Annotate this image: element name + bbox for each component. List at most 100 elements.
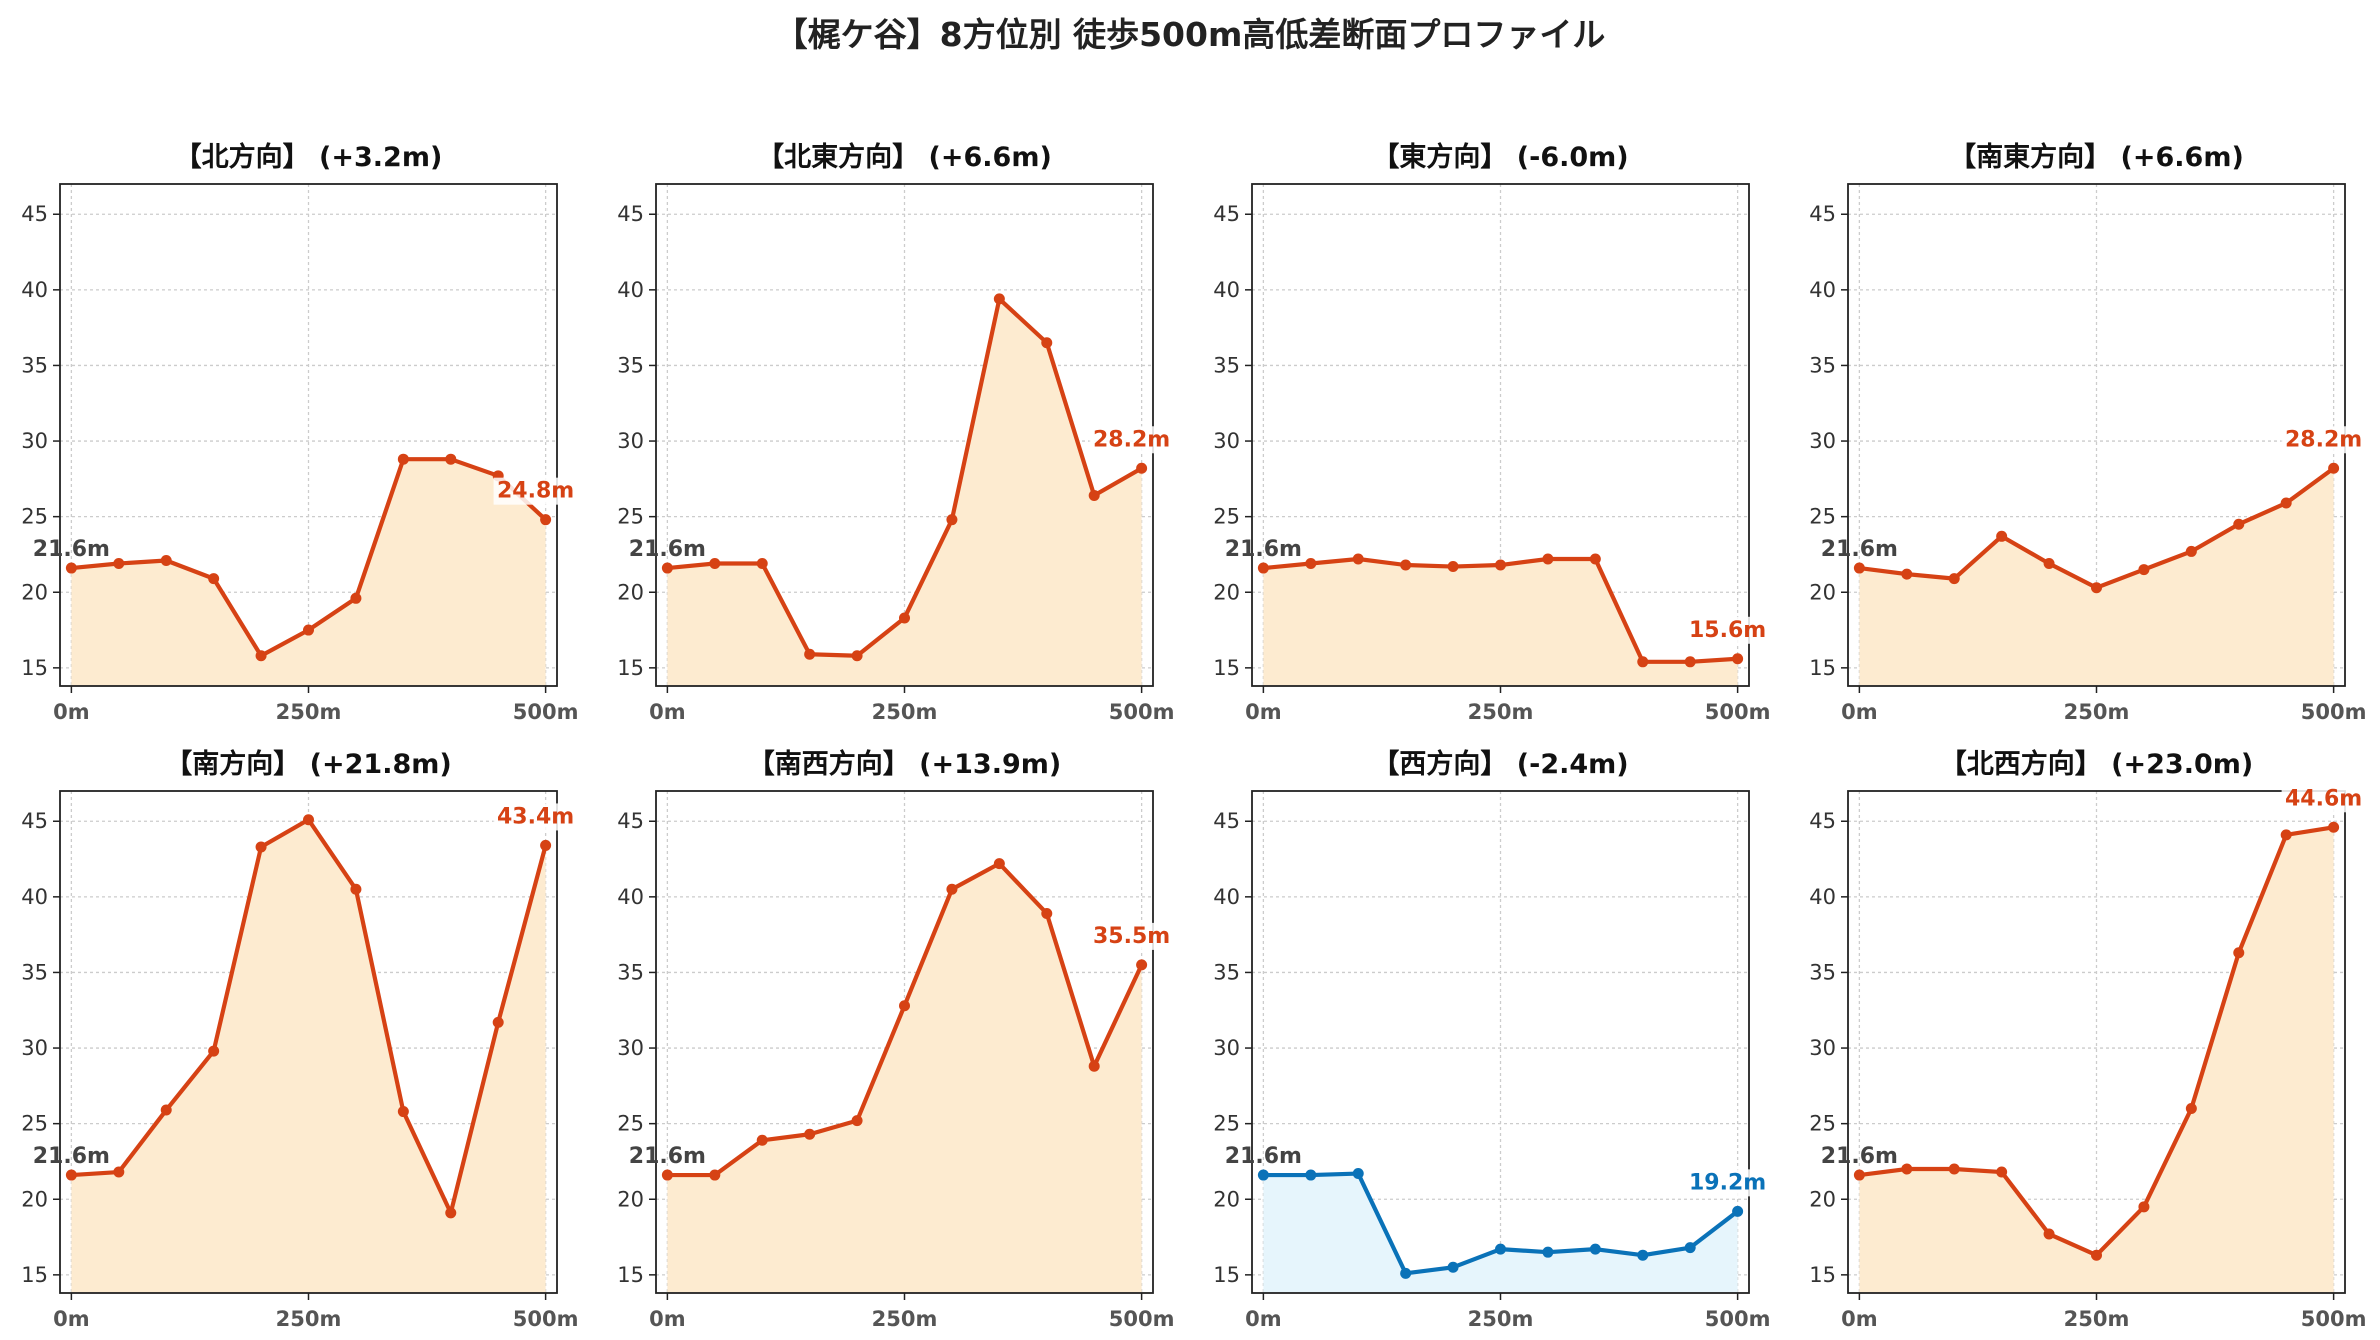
y-tick-label: 25 (21, 505, 48, 529)
figure-title: 【梶ケ谷】8方位別 徒歩500m高低差断面プロファイル (774, 15, 1606, 54)
data-point (160, 1104, 172, 1116)
data-point (1305, 558, 1317, 570)
elevation-area (1859, 827, 2334, 1293)
data-point (1853, 562, 1865, 574)
elevation-area (1263, 558, 1738, 686)
data-point (65, 1169, 77, 1181)
data-point (1853, 1169, 1865, 1181)
x-tick-label: 250m (2064, 700, 2130, 724)
end-label-background (2281, 426, 2366, 454)
data-point (2138, 1201, 2150, 1213)
y-tick-label: 35 (617, 960, 644, 984)
data-point (851, 1115, 863, 1127)
data-point (899, 612, 910, 624)
y-tick-label: 30 (1809, 429, 1836, 453)
y-tick-label: 45 (1809, 809, 1836, 833)
data-point (1088, 1060, 1100, 1072)
y-tick-label: 35 (21, 960, 48, 984)
y-tick-label: 40 (617, 885, 644, 909)
data-point (1041, 907, 1053, 919)
y-tick-label: 40 (21, 885, 48, 909)
data-point (2328, 821, 2340, 833)
y-tick-label: 45 (1809, 202, 1836, 226)
y-tick-label: 25 (1809, 1112, 1836, 1136)
y-tick-label: 15 (1213, 1263, 1240, 1287)
end-elevation-label: 28.2m (2285, 427, 2362, 452)
data-point (255, 650, 267, 662)
y-tick-label: 30 (21, 1036, 48, 1060)
y-tick-label: 15 (21, 1263, 48, 1287)
data-point (756, 558, 768, 570)
data-point (804, 648, 816, 660)
data-point (113, 1166, 125, 1178)
chart-panel-3: 0m 250m 500m 15 20 25 30 35 40 45 【南東方向】 (+6.6m) 21… (1809, 141, 2366, 724)
y-tick-label: 25 (1809, 505, 1836, 529)
data-point (2233, 947, 2245, 959)
start-elevation-label: 21.6m (1821, 1144, 1898, 1169)
y-tick-label: 15 (1213, 656, 1240, 680)
data-point (1400, 559, 1412, 571)
data-point (1637, 1249, 1649, 1261)
elevation-area (1859, 468, 2334, 686)
data-point (350, 883, 362, 895)
y-tick-label: 15 (617, 656, 644, 680)
end-elevation-label: 24.8m (497, 479, 574, 504)
end-label-background (1685, 1169, 1770, 1197)
data-point (1901, 568, 1913, 580)
x-tick-label: 500m (513, 700, 579, 724)
y-tick-label: 35 (617, 353, 644, 377)
x-tick-label: 500m (1109, 700, 1175, 724)
end-label-background (493, 477, 578, 505)
data-point (899, 1000, 910, 1012)
data-point (303, 814, 314, 826)
start-elevation-label: 21.6m (629, 537, 706, 562)
chart-title: 【東方向】 (-6.0m) (1372, 141, 1628, 173)
y-tick-label: 35 (1809, 960, 1836, 984)
x-tick-label: 0m (53, 700, 90, 724)
data-point (2091, 582, 2102, 594)
data-point (2043, 558, 2055, 570)
chart-panel-7: 0m 250m 500m 15 20 25 30 35 40 45 【北西方向】 (+23.0m) 2… (1809, 748, 2366, 1331)
data-point (1996, 530, 2008, 542)
y-tick-label: 35 (1809, 353, 1836, 377)
elevation-area (1263, 1173, 1738, 1293)
data-point (1305, 1169, 1317, 1181)
data-point (540, 839, 552, 851)
x-tick-label: 0m (1245, 1307, 1282, 1331)
chart-panel-1: 0m 250m 500m 15 20 25 30 35 40 45 【北東方向】 (+6.6m) 21… (617, 141, 1174, 724)
data-point (661, 562, 673, 574)
data-point (993, 858, 1005, 870)
data-point (65, 562, 77, 574)
y-tick-label: 45 (21, 202, 48, 226)
chart-title: 【南東方向】 (+6.6m) (1949, 141, 2244, 173)
data-point (2280, 829, 2292, 841)
data-point (1352, 553, 1364, 565)
y-tick-label: 25 (1213, 505, 1240, 529)
x-tick-label: 0m (1245, 700, 1282, 724)
data-point (804, 1128, 816, 1140)
y-tick-label: 15 (617, 1263, 644, 1287)
data-point (1495, 559, 1506, 571)
data-point (1136, 462, 1148, 474)
y-tick-label: 25 (1213, 1112, 1240, 1136)
y-tick-label: 45 (1213, 809, 1240, 833)
end-label-background (1685, 616, 1770, 644)
data-point (661, 1169, 673, 1181)
x-tick-label: 250m (2064, 1307, 2130, 1331)
y-tick-label: 40 (1213, 278, 1240, 302)
y-tick-label: 30 (617, 1036, 644, 1060)
y-tick-label: 15 (1809, 656, 1836, 680)
x-tick-label: 0m (53, 1307, 90, 1331)
data-point (1542, 553, 1554, 565)
y-tick-label: 40 (21, 278, 48, 302)
chart-title: 【北方向】 (+3.2m) (175, 141, 443, 173)
x-tick-label: 0m (1841, 700, 1878, 724)
data-point (2185, 1103, 2197, 1115)
data-point (851, 650, 863, 662)
chart-title: 【西方向】 (-2.4m) (1372, 748, 1628, 780)
data-point (303, 624, 314, 636)
y-tick-label: 30 (1213, 429, 1240, 453)
data-point (1996, 1166, 2008, 1178)
chart-panel-2: 0m 250m 500m 15 20 25 30 35 40 45 【東方向】 (-6.0m) 21.… (1213, 141, 1770, 724)
